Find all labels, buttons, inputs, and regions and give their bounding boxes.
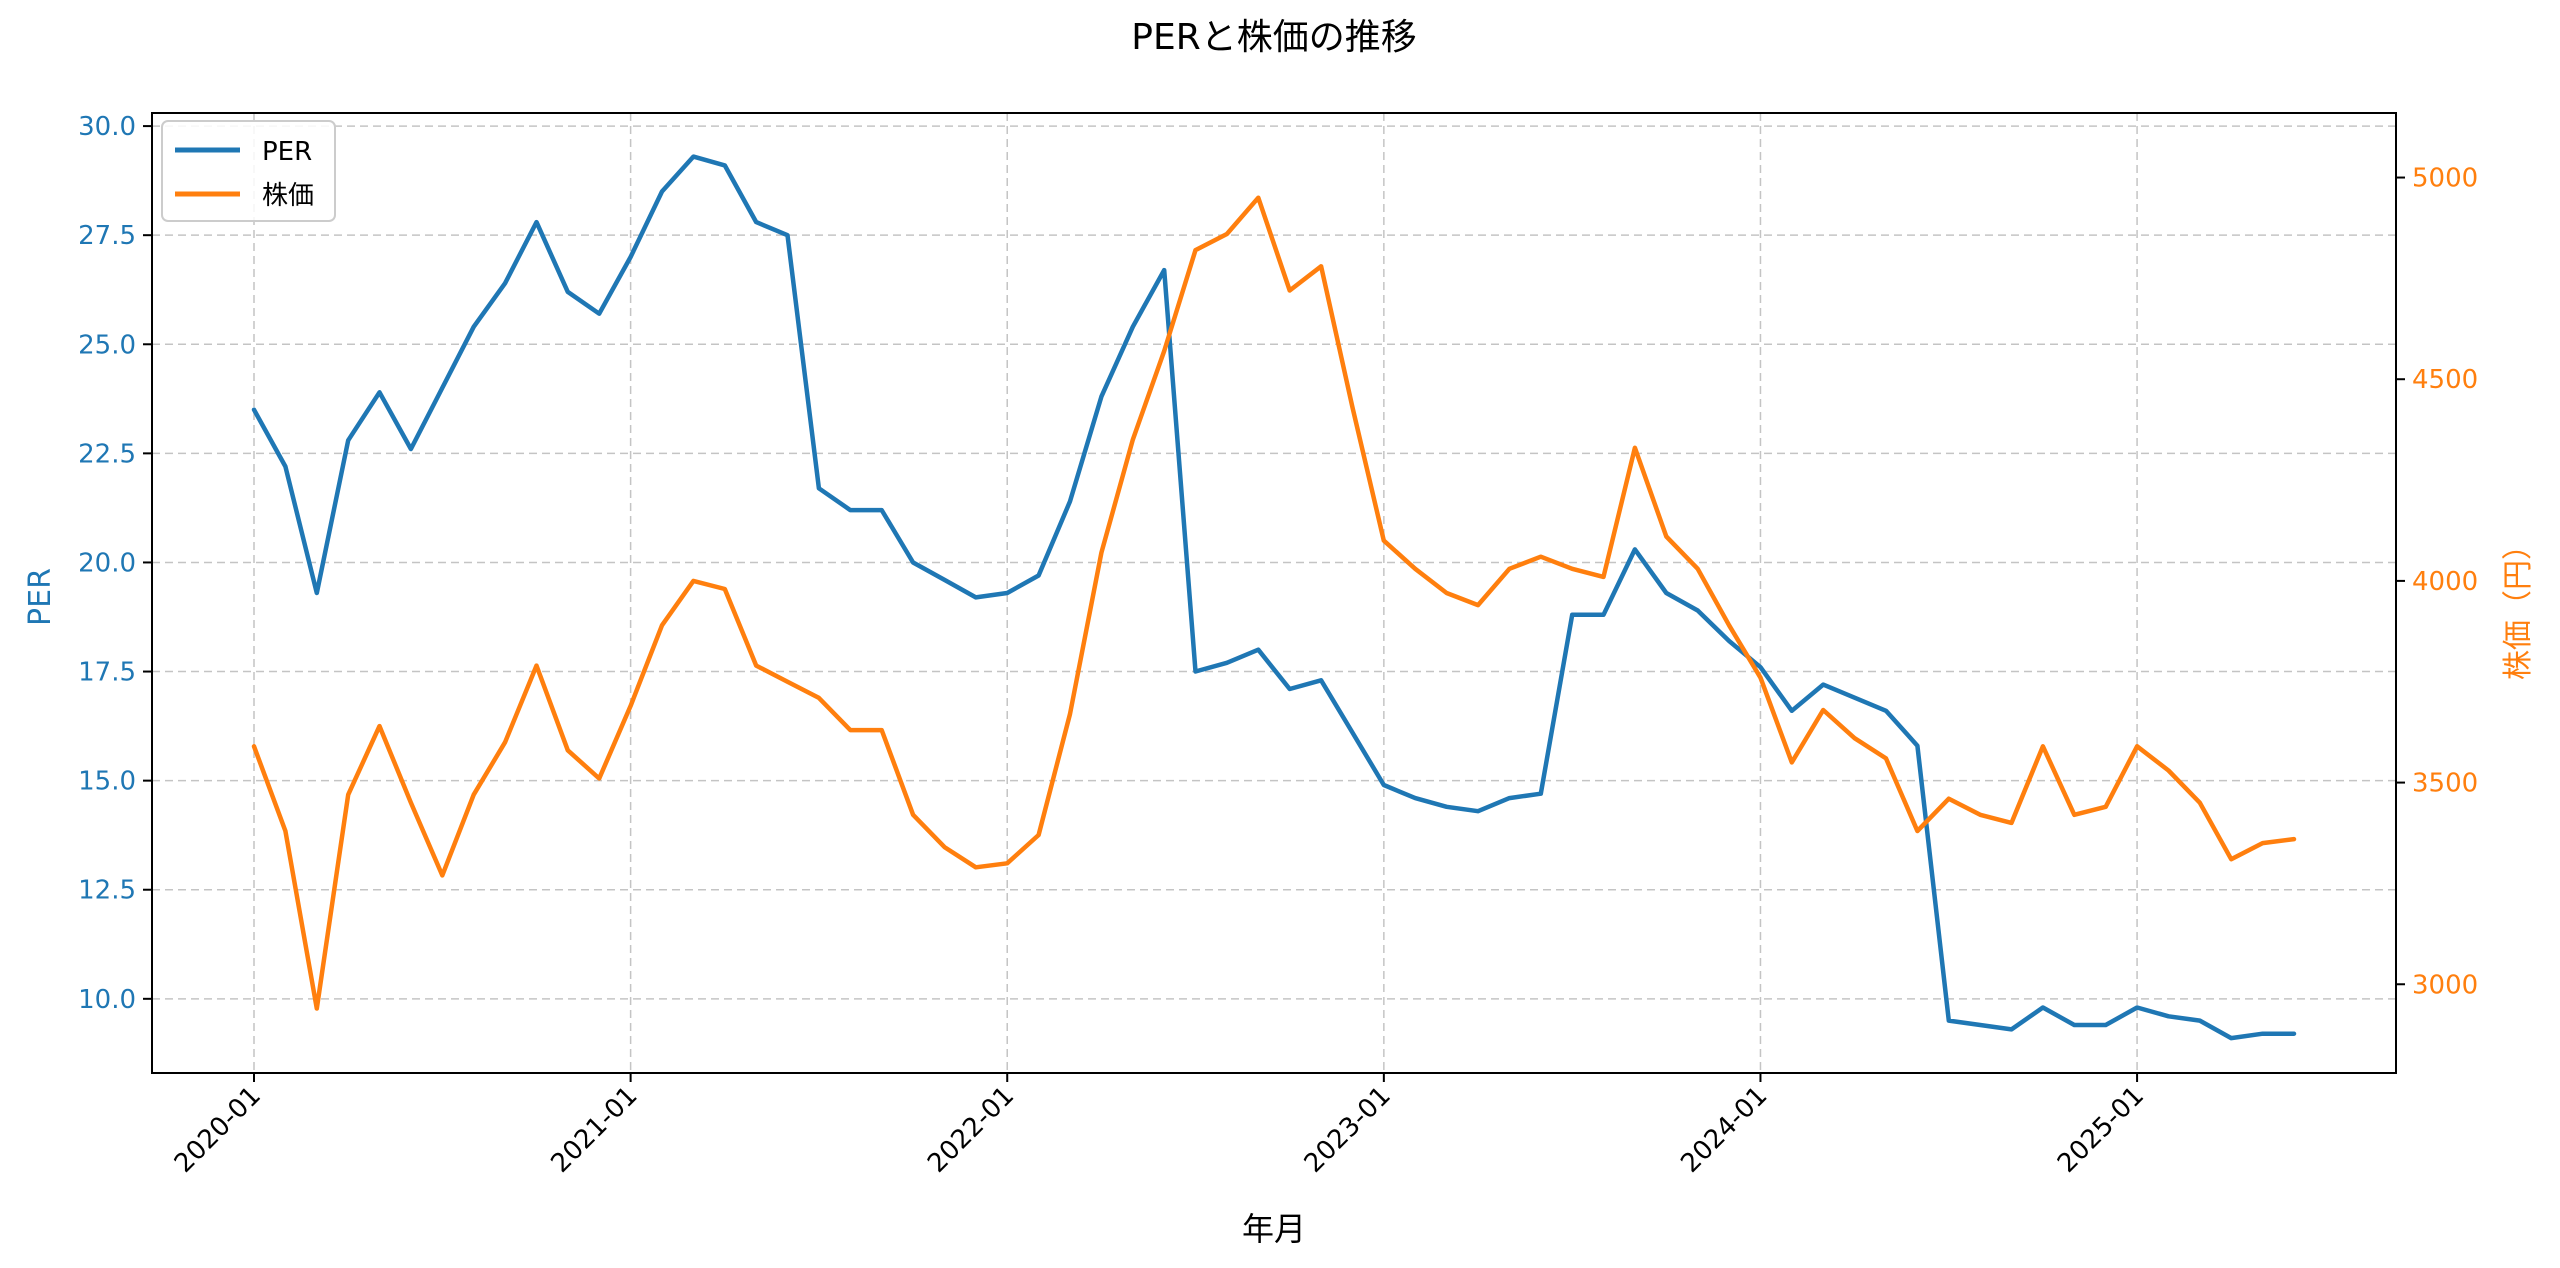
y-left-tick-label: 15.0 [78, 767, 136, 797]
series-line-price [251, 195, 2297, 1011]
y-axis-left-label: PER [23, 568, 58, 626]
y-left-tick-label: 12.5 [78, 876, 136, 906]
x-axis-label: 年月 [1242, 1210, 1306, 1248]
legend-label-price: 株価 [262, 181, 314, 211]
y-left-tick-label: 17.5 [78, 658, 136, 688]
y-left-tick-label: 22.5 [78, 439, 136, 469]
y-axis-right-label: 株価（円） [2501, 530, 2536, 680]
y-right-tick-label: 4000 [2412, 567, 2478, 597]
y-left-tick-label: 25.0 [78, 330, 136, 360]
y-right-tick-label: 5000 [2412, 164, 2478, 194]
y-right-tick-label: 3500 [2412, 769, 2478, 799]
series-layer [251, 154, 2297, 1041]
legend: PER 株価 [161, 120, 336, 222]
y-axis-right: 3000 3500 4000 4500 5000 [2396, 164, 2478, 1000]
y-left-tick-label: 20.0 [78, 548, 136, 578]
y-left-tick-label: 27.5 [78, 221, 136, 251]
plot-frame [151, 112, 2397, 1074]
y-right-tick-label: 4500 [2412, 365, 2478, 395]
chart-title: PERと株価の推移 [1131, 17, 1416, 58]
y-right-tick-label: 3000 [2412, 970, 2478, 1000]
y-axis-left: 10.0 12.5 15.0 17.5 20.0 22.5 25.0 27.5 30.0 [78, 112, 152, 1015]
y-left-tick-label: 10.0 [78, 985, 136, 1015]
legend-label-per: PER [262, 137, 312, 167]
series-line-per [251, 154, 2297, 1041]
y-left-tick-label: 30.0 [78, 112, 136, 142]
